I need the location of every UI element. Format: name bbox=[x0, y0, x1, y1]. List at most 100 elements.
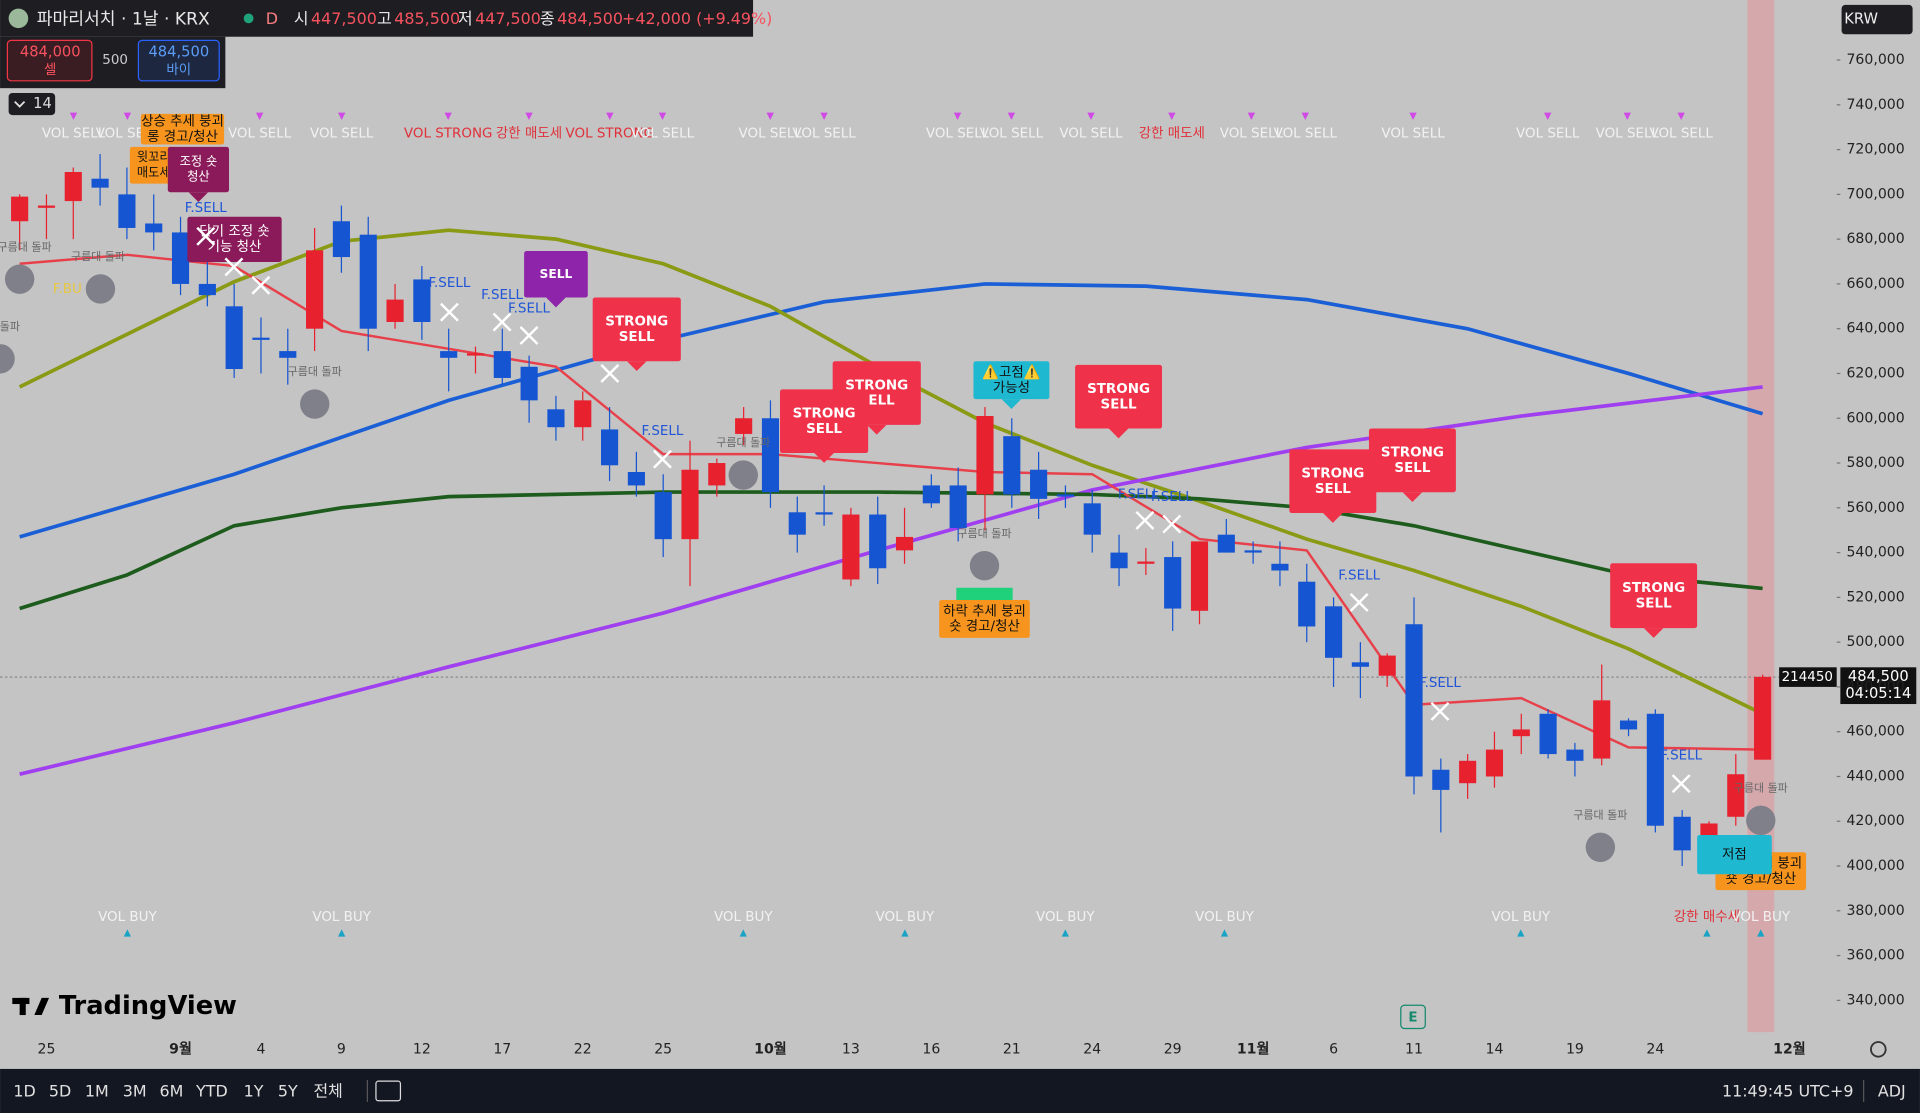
ohlc-value: 시 bbox=[294, 9, 309, 28]
cloud-marker bbox=[300, 389, 330, 419]
candle-body bbox=[1030, 469, 1048, 499]
signal-tag: F.SELL bbox=[481, 288, 523, 303]
earnings-badge[interactable] bbox=[1400, 1004, 1426, 1030]
volume-signal: VOL BUY bbox=[1036, 910, 1095, 925]
candle-body bbox=[949, 485, 967, 528]
y-tick-label: 760,000 bbox=[1846, 52, 1904, 68]
callout-text: SELL bbox=[1394, 461, 1430, 476]
signal-tag: F.SELL bbox=[642, 424, 684, 439]
volume-signal: VOL SELL bbox=[631, 126, 695, 141]
adj-button[interactable]: ADJ bbox=[1878, 1082, 1906, 1101]
range-button[interactable]: 3M bbox=[123, 1082, 147, 1101]
candle-body bbox=[1164, 557, 1182, 609]
x-tick-label: 24 bbox=[1083, 1041, 1101, 1057]
x-tick-label: 16 bbox=[922, 1041, 940, 1057]
signal-tag: 구름대 돌파 bbox=[1734, 782, 1788, 795]
cloud-marker bbox=[1746, 805, 1776, 836]
x-tick-label: 11 bbox=[1405, 1041, 1423, 1057]
x-tick-label: 19 bbox=[1566, 1041, 1584, 1057]
buy-button[interactable] bbox=[137, 39, 220, 82]
y-tick-label: 440,000 bbox=[1846, 768, 1904, 784]
sell-button[interactable] bbox=[6, 39, 93, 82]
range-button[interactable]: 전체 bbox=[314, 1082, 343, 1101]
signal-tag: F.SELL bbox=[1660, 748, 1702, 763]
candle-body bbox=[1190, 541, 1209, 611]
y-tick-label: 420,000 bbox=[1846, 813, 1904, 829]
ohlc-value: +42,000 (+9.49%) bbox=[622, 9, 772, 28]
volume-signal: VOL BUY bbox=[876, 910, 935, 925]
x-tick-label: 25 bbox=[37, 1041, 55, 1057]
candle-body bbox=[198, 283, 216, 296]
candle-body bbox=[654, 492, 672, 540]
ohlc-value: 종 bbox=[540, 9, 555, 28]
candle-body bbox=[1673, 816, 1691, 851]
callout-text: SELL bbox=[1636, 596, 1672, 611]
range-button[interactable]: 1Y bbox=[244, 1082, 264, 1101]
callout-pointer bbox=[626, 361, 647, 371]
volume-signal: VOL SELL bbox=[980, 126, 1044, 141]
x-tick-label: 6 bbox=[1329, 1041, 1338, 1057]
currency-box[interactable] bbox=[1841, 4, 1913, 35]
candle-body bbox=[386, 299, 404, 322]
sell-triangle bbox=[953, 112, 962, 120]
exit-marker bbox=[519, 326, 539, 345]
callout-pointer bbox=[1643, 628, 1664, 638]
range-button[interactable]: 1D bbox=[13, 1082, 35, 1101]
volume-signal: VOL SELL bbox=[1274, 126, 1338, 141]
ohlc-value: 고 bbox=[377, 9, 392, 28]
x-tick-label: 12월 bbox=[1773, 1040, 1806, 1057]
sell-triangle bbox=[337, 112, 346, 120]
candle-body bbox=[735, 418, 753, 434]
y-tick-label: 640,000 bbox=[1846, 321, 1904, 337]
range-button[interactable]: YTD bbox=[195, 1082, 228, 1101]
exit-marker bbox=[1430, 701, 1450, 721]
signal-tag: F.SELL bbox=[1118, 488, 1160, 503]
candle-body bbox=[1485, 749, 1504, 777]
callout-pointer bbox=[546, 297, 566, 308]
signal-tag: 구름대 돌파 bbox=[0, 240, 52, 253]
callout-pointer bbox=[1402, 492, 1423, 503]
indicator-toggle[interactable] bbox=[8, 93, 56, 116]
earnings-letter: E bbox=[1408, 1010, 1417, 1025]
range-button[interactable]: 5D bbox=[49, 1082, 71, 1101]
compare-icon[interactable] bbox=[375, 1080, 402, 1102]
chevron bbox=[14, 100, 26, 108]
y-tick-label: 340,000 bbox=[1846, 992, 1904, 1008]
candle-body bbox=[547, 409, 565, 428]
ohlc-value: 485,500 bbox=[394, 9, 460, 28]
candle-body bbox=[171, 232, 190, 284]
callout-pointer bbox=[188, 192, 209, 203]
candle-body bbox=[1271, 563, 1289, 571]
range-button[interactable]: 6M bbox=[160, 1082, 184, 1101]
sell-triangle bbox=[820, 112, 828, 120]
candle-body bbox=[627, 471, 645, 486]
sell-triangle bbox=[1409, 112, 1417, 120]
callout-text: 기능 청산 bbox=[208, 239, 262, 255]
y-tick-label: 720,000 bbox=[1846, 142, 1904, 158]
exit-marker bbox=[1162, 514, 1182, 534]
signal-callout bbox=[1368, 428, 1456, 493]
candle-body bbox=[1593, 700, 1611, 759]
callout-pointer bbox=[1323, 513, 1343, 523]
callout-text: 숏 경고/청산 bbox=[1725, 871, 1796, 887]
candle-body bbox=[1351, 662, 1369, 667]
candle-body bbox=[761, 418, 780, 493]
x-tick-label: 10월 bbox=[754, 1040, 787, 1057]
y-tick-label: 400,000 bbox=[1846, 858, 1904, 874]
volume-tag bbox=[1779, 667, 1837, 687]
y-tick-label: 620,000 bbox=[1846, 365, 1904, 381]
callout-text: 단기 조정 숏 bbox=[199, 224, 269, 240]
x-tick-label: 24 bbox=[1646, 1041, 1664, 1057]
range-button[interactable]: 5Y bbox=[278, 1082, 298, 1101]
volume-signal: VOL SELL bbox=[310, 126, 374, 141]
buy-triangle bbox=[739, 929, 747, 937]
volume-signal: VOL BUY bbox=[1731, 910, 1790, 925]
volume-signal: VOL BUY bbox=[714, 910, 773, 925]
candle-body bbox=[1325, 606, 1343, 658]
range-button[interactable]: 1M bbox=[85, 1082, 109, 1101]
y-tick-label: 600,000 bbox=[1846, 410, 1904, 426]
sell-triangle bbox=[606, 112, 614, 120]
settings-icon[interactable] bbox=[1870, 1041, 1887, 1058]
y-tick-label: 520,000 bbox=[1846, 589, 1904, 605]
